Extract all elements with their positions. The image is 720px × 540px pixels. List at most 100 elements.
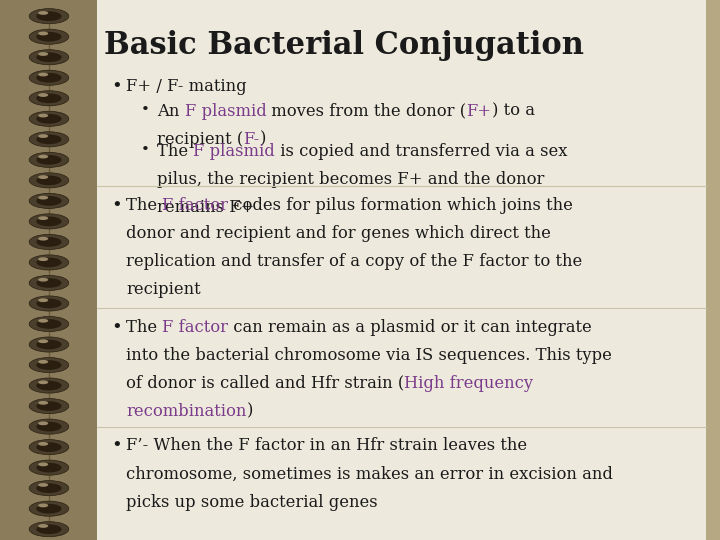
Ellipse shape xyxy=(36,134,62,144)
Text: recipient: recipient xyxy=(126,281,201,298)
Ellipse shape xyxy=(36,11,62,21)
Ellipse shape xyxy=(38,401,48,405)
Ellipse shape xyxy=(29,337,69,352)
Text: ): ) xyxy=(259,131,266,147)
Text: codes for pilus formation which joins the: codes for pilus formation which joins th… xyxy=(228,197,573,214)
Text: •: • xyxy=(140,103,149,117)
Ellipse shape xyxy=(38,176,48,179)
Text: F factor: F factor xyxy=(163,197,228,214)
Ellipse shape xyxy=(36,278,62,288)
Text: donor and recipient and for genes which direct the: donor and recipient and for genes which … xyxy=(126,225,551,242)
Text: ) to a: ) to a xyxy=(492,103,534,119)
Ellipse shape xyxy=(38,442,48,446)
Ellipse shape xyxy=(36,422,62,431)
Ellipse shape xyxy=(29,173,69,188)
Text: replication and transfer of a copy of the F factor to the: replication and transfer of a copy of th… xyxy=(126,253,582,270)
Text: •: • xyxy=(112,78,122,96)
Ellipse shape xyxy=(29,234,69,249)
Ellipse shape xyxy=(38,155,48,159)
Ellipse shape xyxy=(29,522,69,537)
FancyBboxPatch shape xyxy=(0,0,97,540)
Text: ): ) xyxy=(246,403,253,420)
Ellipse shape xyxy=(29,9,69,24)
Text: •: • xyxy=(140,143,149,157)
Ellipse shape xyxy=(38,421,48,426)
Ellipse shape xyxy=(29,399,69,414)
Ellipse shape xyxy=(36,340,62,349)
Ellipse shape xyxy=(29,357,69,373)
Ellipse shape xyxy=(38,319,48,322)
Ellipse shape xyxy=(29,91,69,106)
Ellipse shape xyxy=(36,442,62,452)
Ellipse shape xyxy=(38,339,48,343)
Ellipse shape xyxy=(38,483,48,487)
Ellipse shape xyxy=(29,214,69,229)
Ellipse shape xyxy=(38,360,48,364)
Ellipse shape xyxy=(29,440,69,455)
Text: F+: F+ xyxy=(467,103,492,119)
Ellipse shape xyxy=(38,462,48,466)
Text: F factor: F factor xyxy=(163,319,228,335)
Ellipse shape xyxy=(36,524,62,534)
Text: remains F+: remains F+ xyxy=(157,199,254,216)
Ellipse shape xyxy=(38,298,48,302)
Ellipse shape xyxy=(29,255,69,270)
Text: can remain as a plasmid or it can integrate: can remain as a plasmid or it can integr… xyxy=(228,319,592,335)
Ellipse shape xyxy=(38,11,48,15)
Text: into the bacterial chromosome via IS sequences. This type: into the bacterial chromosome via IS seq… xyxy=(126,347,612,363)
Ellipse shape xyxy=(29,29,69,44)
Ellipse shape xyxy=(29,296,69,311)
Ellipse shape xyxy=(36,504,62,514)
Ellipse shape xyxy=(38,52,48,56)
Ellipse shape xyxy=(36,237,62,247)
Ellipse shape xyxy=(38,278,48,282)
Ellipse shape xyxy=(29,70,69,85)
Text: recombination: recombination xyxy=(126,403,246,420)
Text: F plasmid: F plasmid xyxy=(184,103,266,119)
Ellipse shape xyxy=(38,524,48,528)
Ellipse shape xyxy=(36,319,62,329)
Text: F-: F- xyxy=(243,131,259,147)
Ellipse shape xyxy=(29,460,69,475)
Text: recipient (: recipient ( xyxy=(157,131,243,147)
Ellipse shape xyxy=(38,217,48,220)
Ellipse shape xyxy=(29,152,69,167)
Ellipse shape xyxy=(29,132,69,147)
Ellipse shape xyxy=(36,196,62,206)
Ellipse shape xyxy=(36,381,62,390)
Ellipse shape xyxy=(36,217,62,226)
Ellipse shape xyxy=(29,378,69,393)
Ellipse shape xyxy=(38,93,48,97)
FancyBboxPatch shape xyxy=(97,0,706,540)
Text: pilus, the recipient becomes F+ and the donor: pilus, the recipient becomes F+ and the … xyxy=(157,171,544,188)
Ellipse shape xyxy=(29,481,69,496)
Text: •: • xyxy=(112,197,122,215)
Ellipse shape xyxy=(36,483,62,493)
Ellipse shape xyxy=(36,401,62,411)
Ellipse shape xyxy=(38,72,48,76)
Ellipse shape xyxy=(36,463,62,472)
Ellipse shape xyxy=(38,114,48,118)
Ellipse shape xyxy=(29,419,69,434)
Ellipse shape xyxy=(38,237,48,240)
Text: moves from the donor (: moves from the donor ( xyxy=(266,103,467,119)
Text: chromosome, sometimes is makes an error in excision and: chromosome, sometimes is makes an error … xyxy=(126,465,613,482)
Ellipse shape xyxy=(29,193,69,208)
Text: is copied and transferred via a sex: is copied and transferred via a sex xyxy=(275,143,567,160)
Text: F’- When the F factor in an Hfr strain leaves the: F’- When the F factor in an Hfr strain l… xyxy=(126,437,527,454)
Ellipse shape xyxy=(38,503,48,507)
Ellipse shape xyxy=(38,134,48,138)
Text: F+ / F- mating: F+ / F- mating xyxy=(126,78,247,95)
Ellipse shape xyxy=(38,31,48,36)
Ellipse shape xyxy=(29,50,69,65)
Ellipse shape xyxy=(29,111,69,126)
Text: of donor is called and Hfr strain (: of donor is called and Hfr strain ( xyxy=(126,375,404,392)
Text: picks up some bacterial genes: picks up some bacterial genes xyxy=(126,494,377,510)
Ellipse shape xyxy=(36,176,62,185)
Ellipse shape xyxy=(29,316,69,332)
Ellipse shape xyxy=(36,299,62,308)
Ellipse shape xyxy=(29,501,69,516)
Ellipse shape xyxy=(36,155,62,165)
Text: An: An xyxy=(157,103,184,119)
Ellipse shape xyxy=(38,380,48,384)
